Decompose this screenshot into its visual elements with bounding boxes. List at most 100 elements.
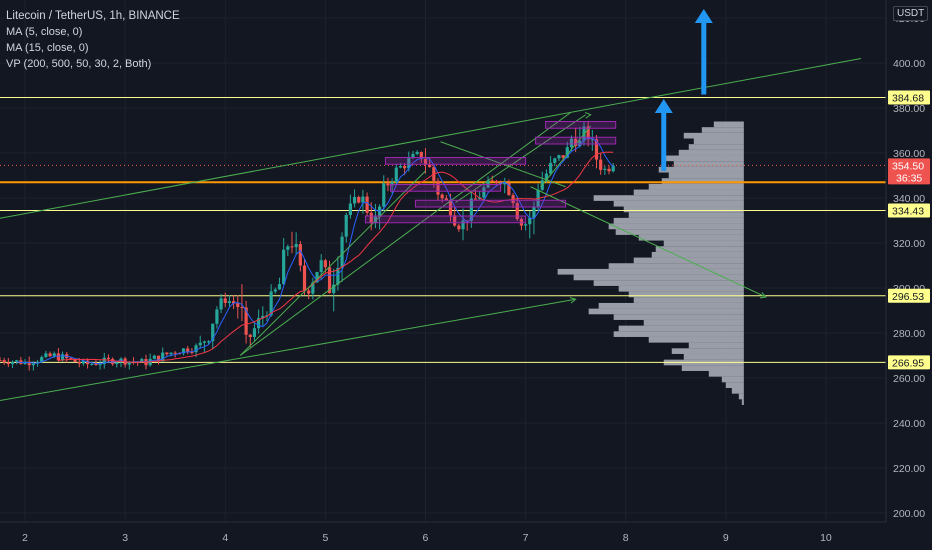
candle-body (444, 198, 448, 201)
candle-body (198, 342, 202, 346)
candle-body (423, 158, 428, 165)
candle-body (236, 303, 240, 308)
bar-countdown-label: 36:35 (896, 172, 922, 184)
volume-profile-bar (725, 382, 744, 388)
candle-body (290, 246, 294, 248)
indicator-volume-profile[interactable]: VP (200, 500, 50, 30, 2, Both) (6, 58, 152, 70)
candle-body (215, 309, 219, 324)
volume-profile-bar (683, 132, 744, 139)
candle-body (603, 168, 607, 170)
volume-profile-bar (721, 376, 744, 383)
volume-profile-bar (661, 178, 744, 184)
candle-body (411, 154, 415, 159)
volume-profile-bar (613, 314, 744, 320)
candle-body (227, 301, 232, 304)
volume-profile-bar (683, 353, 744, 360)
volume-profile-bar (671, 348, 744, 354)
currency-label[interactable]: USDT (893, 6, 929, 21)
candle-body (181, 348, 186, 354)
current-price-tag (888, 158, 930, 185)
candle-body (190, 352, 194, 354)
candle-body (244, 307, 248, 335)
time-axis-background (0, 522, 932, 550)
volume-profile-bar (738, 393, 744, 400)
candle-body (607, 168, 611, 172)
trendline-arrowhead (569, 296, 577, 304)
trendline (540, 125, 592, 188)
candle-body (31, 363, 35, 366)
indicator-ma-15[interactable]: MA (15, close, 0) (6, 42, 89, 54)
trendlines[interactable] (0, 58, 862, 401)
indicator-ma-5[interactable]: MA (5, close, 0) (6, 26, 83, 38)
price-tick-label: 260.00 (893, 373, 925, 385)
arrow-head (694, 9, 713, 23)
volume-profile-bar (613, 331, 744, 337)
trendline-arrowhead (759, 292, 767, 299)
candle-body (523, 224, 528, 226)
candle-body (574, 138, 578, 147)
candle-body (557, 155, 561, 159)
candle-body (152, 355, 156, 359)
volume-profile-bar (648, 183, 744, 190)
candle-body (436, 180, 440, 195)
candle-body (307, 290, 311, 294)
volume-profile-bar (615, 229, 744, 235)
price-axis[interactable]: 200.00220.00240.00260.00280.00300.00320.… (885, 0, 932, 550)
trendline-arrowhead (584, 111, 592, 119)
volume-profile-bar (613, 217, 744, 224)
candle-body (177, 353, 181, 355)
candle-body (419, 151, 423, 159)
candle-body (286, 246, 290, 250)
symbol-title[interactable]: Litecoin / TetherUS, 1h, BINANCE (6, 10, 180, 22)
volume-profile-bar (701, 127, 744, 133)
candle-body (561, 155, 565, 158)
volume-profile-bar (693, 138, 744, 145)
time-tick-label: 7 (523, 532, 529, 544)
level-price-tag (888, 90, 930, 105)
volume-profile-bar (633, 189, 744, 196)
candle-body (315, 272, 319, 283)
volume-profile-bar (608, 263, 744, 269)
candle-body (465, 220, 469, 222)
candle-body (453, 215, 457, 226)
candle-body (311, 282, 315, 294)
candle-body (15, 360, 19, 362)
candle-body (90, 363, 94, 365)
range-box (389, 184, 502, 192)
candle-body (60, 354, 65, 361)
volume-profile-bar (708, 370, 744, 377)
candle-body (140, 359, 144, 362)
candle-body (85, 360, 90, 365)
candle-body (361, 196, 365, 203)
volume-profile-bar (688, 144, 744, 150)
volume-profile-bar (648, 336, 744, 343)
candle-body (565, 147, 569, 158)
candle-body (127, 361, 131, 365)
time-axis[interactable]: 2 3 4 5 6 7 8 9 10 (0, 521, 932, 550)
volume-profile-bar (608, 223, 744, 230)
volume-profile-bar (593, 195, 744, 201)
candle-body (56, 353, 60, 361)
candle-body (69, 358, 73, 360)
target-arrows[interactable] (654, 9, 713, 171)
candle-body (428, 164, 432, 168)
candle-body (2, 360, 6, 363)
volume-profile-bar (643, 319, 744, 326)
candle-body (194, 345, 198, 353)
candle-body (323, 260, 327, 268)
range-boxes[interactable] (364, 121, 617, 224)
candle-body (173, 352, 177, 354)
candle-body (382, 183, 386, 207)
candle-body (282, 249, 286, 285)
volume-profile-bar (557, 268, 744, 275)
candle-body (302, 265, 307, 291)
candle-body (327, 267, 332, 294)
candle-body (515, 203, 519, 219)
candle-body (494, 180, 498, 183)
volume-profile-bar (668, 172, 744, 179)
candle-body (10, 361, 15, 365)
candle-body (403, 165, 407, 169)
candle-body (398, 165, 403, 168)
